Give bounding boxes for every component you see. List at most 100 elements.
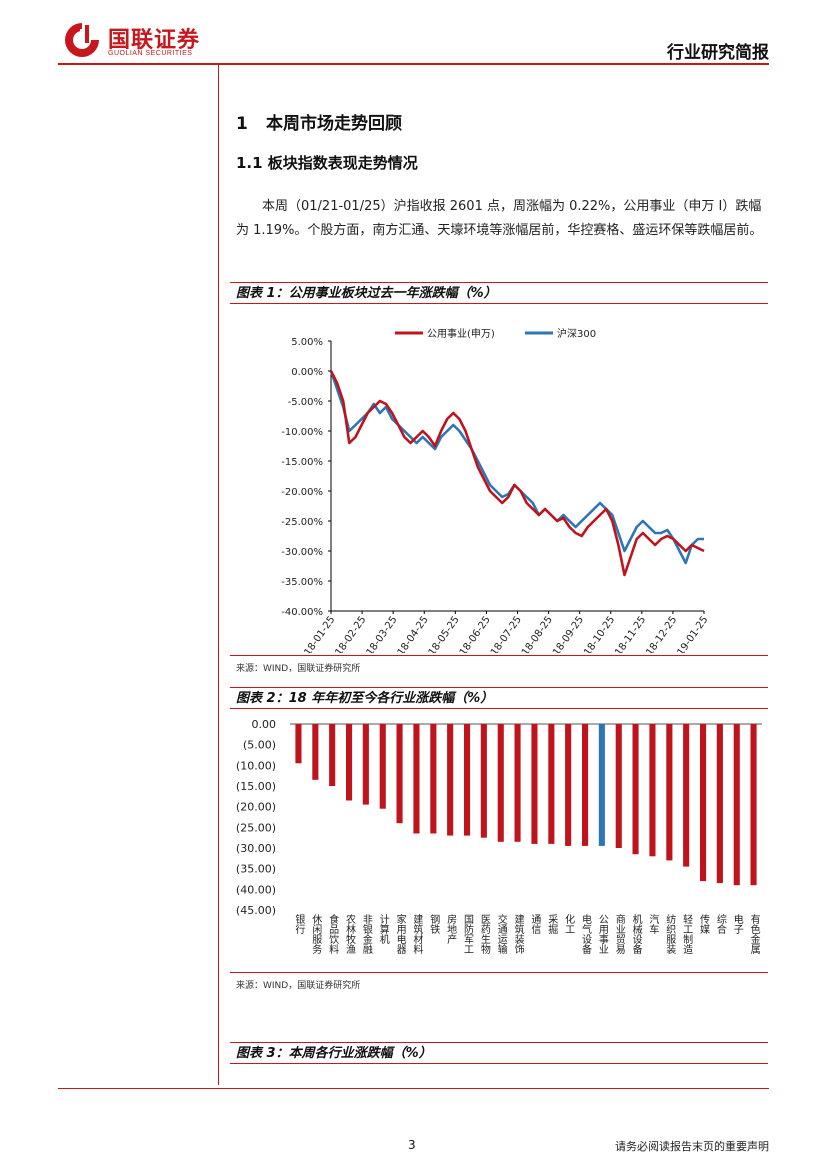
x-tick-label: 传媒 <box>698 914 710 935</box>
y-tick-label: (25.00) <box>236 821 276 834</box>
x-tick-label: 纺织服装 <box>664 913 676 955</box>
bar <box>582 724 589 846</box>
line-chart: 公用事业(申万) 沪深300 5.00% 0.00% -5.00% -10.00% -15.… <box>281 327 710 653</box>
bar <box>497 724 504 842</box>
y-tick-label: 0.00% <box>291 367 323 378</box>
y-tick-label: (5.00) <box>243 739 276 752</box>
x-tick-label: 商业贸易 <box>613 913 625 955</box>
series-line <box>329 370 704 565</box>
x-tick-label: 休闲服务 <box>310 914 322 955</box>
x-tick-label: 食品饮料 <box>327 913 339 955</box>
margin-rule <box>218 65 219 1085</box>
logo-subtext: GUOLIAN SECURITIES <box>108 50 193 57</box>
legend-label: 公用事业(申万) <box>427 327 495 340</box>
bar <box>430 724 437 834</box>
y-tick-label: 0.00 <box>252 718 277 731</box>
section-heading: 1 本周市场走势回顾 <box>236 109 402 134</box>
subsection-heading: 1.1 板块指数表现走势情况 <box>236 154 418 172</box>
y-tick-label: (30.00) <box>236 842 276 855</box>
figure2-source: 来源：WIND，国联证券研究所 <box>236 981 361 991</box>
bar <box>565 724 572 846</box>
x-tick-label: 电气设备 <box>580 913 592 955</box>
bar <box>733 724 740 886</box>
bar-chart: 0.00 (5.00) (10.00) (15.00) (20.00) (25.00) (3… <box>236 718 762 955</box>
x-tick-label: 2018-01-25 <box>295 614 337 653</box>
y-tick-label: 5.00% <box>291 337 323 348</box>
figure3-title: 图表 3：本周各行业涨跌幅（%） <box>230 1042 768 1064</box>
bar <box>649 724 656 857</box>
y-tick-label: (40.00) <box>236 883 276 896</box>
y-tick-label: (45.00) <box>236 904 276 917</box>
bar <box>683 724 690 867</box>
x-tick-label: 综合 <box>714 913 726 935</box>
x-tick-label: 国防军工 <box>462 914 474 954</box>
figure1-title: 图表 1：公用事业板块过去一年涨跌幅（%） <box>230 282 768 304</box>
x-tick-label: 轻工制造 <box>681 913 693 954</box>
x-tick-label: 汽车 <box>647 913 659 935</box>
x-tick-label: 医药生物 <box>478 914 490 955</box>
x-tick-label: 交通运输 <box>495 913 507 955</box>
bar <box>548 724 555 844</box>
bar <box>447 724 454 836</box>
y-tick-label: -30.00% <box>281 547 323 558</box>
disclaimer: 请务必阅读报告末页的重要声明 <box>615 1140 769 1153</box>
x-tick-label: 农林牧渔 <box>344 913 356 955</box>
report-type: 行业研究简报 <box>667 43 769 63</box>
bar <box>379 724 386 809</box>
x-tick-label: 公用事业 <box>596 914 608 954</box>
header-divider <box>58 63 769 65</box>
y-tick-label: (15.00) <box>236 780 276 793</box>
y-tick-label: -35.00% <box>281 577 323 588</box>
x-tick-label: 电子 <box>731 913 743 934</box>
y-tick-label: -10.00% <box>281 427 323 438</box>
figure2-source-divider <box>230 972 768 973</box>
figure1-source-divider <box>230 655 768 656</box>
series-line <box>329 370 705 577</box>
bar <box>312 724 319 780</box>
page-number: 3 <box>408 1138 416 1152</box>
bar <box>480 724 487 838</box>
y-tick-label: (20.00) <box>236 801 276 814</box>
y-tick-label: -25.00% <box>281 517 323 528</box>
bar <box>464 724 471 836</box>
bar <box>666 724 673 861</box>
figure2-title: 图表 2：18 年年初至今各行业涨跌幅（%） <box>230 687 768 709</box>
bar <box>716 724 723 884</box>
y-tick-label: -15.00% <box>281 457 323 468</box>
bar <box>750 724 757 886</box>
bar <box>615 724 622 848</box>
summary-paragraph: 本周（01/21-01/25）沪指收报 2601 点，周涨幅为 0.22%，公用… <box>236 199 763 238</box>
section-title: 本周市场走势回顾 <box>266 114 402 134</box>
bar <box>598 724 605 846</box>
bar <box>329 724 336 786</box>
x-tick-label: 非银金融 <box>360 914 372 955</box>
x-tick-label: 银行 <box>293 913 305 935</box>
y-tick-label: -40.00% <box>281 607 323 618</box>
x-tick-label: 有色金属 <box>748 913 760 955</box>
bar <box>632 724 639 855</box>
legend-label: 沪深300 <box>557 327 596 340</box>
section-number: 1 <box>236 114 248 134</box>
bar <box>700 724 707 882</box>
bar <box>346 724 353 801</box>
y-tick-label: (35.00) <box>236 863 276 876</box>
x-tick-label: 建筑材料 <box>411 913 423 955</box>
y-tick-label: -5.00% <box>288 397 323 408</box>
x-tick-label: 家用电器 <box>394 913 406 955</box>
figure1-source: 来源：WIND，国联证券研究所 <box>236 664 361 674</box>
footer-divider <box>58 1088 769 1089</box>
bar <box>295 724 302 764</box>
x-tick-label: 机械设备 <box>630 913 642 955</box>
y-tick-label: (10.00) <box>236 759 276 772</box>
x-tick-label: 采掘 <box>546 914 558 935</box>
x-tick-label: 计算机 <box>377 913 389 945</box>
bar <box>514 724 521 842</box>
x-tick-label: 化工 <box>563 913 575 934</box>
y-tick-label: -20.00% <box>281 487 323 498</box>
bar <box>413 724 420 834</box>
x-tick-label: 建筑装饰 <box>512 913 524 955</box>
x-tick-label: 通信 <box>529 914 541 935</box>
bar <box>362 724 369 805</box>
x-tick-label: 房地产 <box>445 913 457 945</box>
x-tick-label: 钢铁 <box>428 913 440 935</box>
